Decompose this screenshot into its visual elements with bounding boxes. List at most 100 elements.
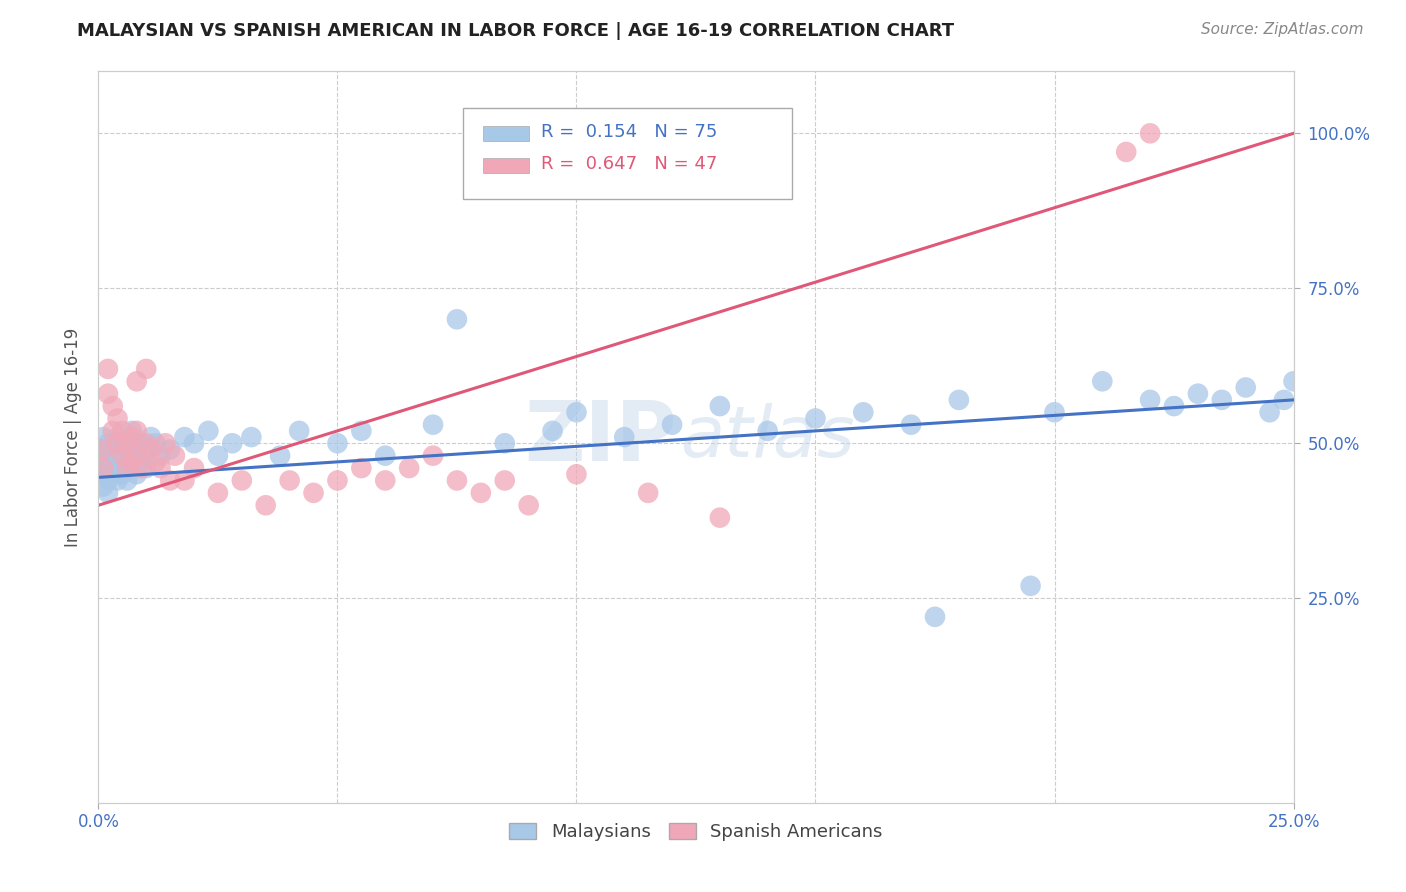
Point <box>852 405 875 419</box>
FancyBboxPatch shape <box>463 108 792 200</box>
Point <box>221 436 243 450</box>
Point <box>125 467 148 482</box>
Point <box>254 498 277 512</box>
Text: R =  0.154   N = 75: R = 0.154 N = 75 <box>541 123 717 141</box>
Point <box>517 498 540 512</box>
Point <box>107 442 129 457</box>
Point <box>541 424 564 438</box>
Point <box>240 430 263 444</box>
Point <box>1258 405 1281 419</box>
Point <box>121 436 143 450</box>
Point <box>197 424 219 438</box>
Point <box>661 417 683 432</box>
Text: atlas: atlas <box>681 402 855 472</box>
Point <box>149 449 172 463</box>
Point <box>107 411 129 425</box>
Text: MALAYSIAN VS SPANISH AMERICAN IN LABOR FORCE | AGE 16-19 CORRELATION CHART: MALAYSIAN VS SPANISH AMERICAN IN LABOR F… <box>77 22 955 40</box>
Point <box>1139 126 1161 140</box>
Point <box>111 461 134 475</box>
Point <box>91 430 114 444</box>
Point <box>637 486 659 500</box>
Point <box>91 461 114 475</box>
Point <box>107 474 129 488</box>
Point <box>91 467 114 482</box>
Point <box>1043 405 1066 419</box>
Point <box>756 424 779 438</box>
Point <box>207 486 229 500</box>
Point <box>111 467 134 482</box>
Point <box>97 474 120 488</box>
Point <box>135 362 157 376</box>
Point <box>97 436 120 450</box>
Point <box>1282 374 1305 388</box>
FancyBboxPatch shape <box>484 159 529 173</box>
Point <box>111 449 134 463</box>
Point <box>145 455 167 469</box>
Point <box>97 461 120 475</box>
Point <box>1115 145 1137 159</box>
Point <box>107 455 129 469</box>
Point <box>1272 392 1295 407</box>
Point <box>326 436 349 450</box>
Point <box>145 436 167 450</box>
Point <box>115 442 138 457</box>
Point <box>1163 399 1185 413</box>
Point <box>101 461 124 475</box>
Point <box>183 461 205 475</box>
Point <box>374 449 396 463</box>
Point <box>269 449 291 463</box>
Point <box>101 424 124 438</box>
Point <box>183 436 205 450</box>
Point <box>115 474 138 488</box>
Point <box>278 474 301 488</box>
Point <box>924 610 946 624</box>
Point <box>159 442 181 457</box>
Point <box>97 362 120 376</box>
Legend: Malaysians, Spanish Americans: Malaysians, Spanish Americans <box>502 816 890 848</box>
Point <box>131 436 153 450</box>
Point <box>139 442 162 457</box>
Point <box>107 430 129 444</box>
Point <box>97 449 120 463</box>
Point <box>1019 579 1042 593</box>
Point <box>101 455 124 469</box>
Point <box>131 455 153 469</box>
Point <box>97 386 120 401</box>
Point <box>374 474 396 488</box>
Point <box>121 455 143 469</box>
Point <box>900 417 922 432</box>
Point <box>125 449 148 463</box>
Text: ZIP: ZIP <box>524 397 676 477</box>
Point <box>159 474 181 488</box>
Point <box>115 455 138 469</box>
Point <box>494 474 516 488</box>
Y-axis label: In Labor Force | Age 16-19: In Labor Force | Age 16-19 <box>65 327 83 547</box>
Point <box>135 442 157 457</box>
Text: Source: ZipAtlas.com: Source: ZipAtlas.com <box>1201 22 1364 37</box>
FancyBboxPatch shape <box>484 127 529 141</box>
Point <box>326 474 349 488</box>
Point <box>131 461 153 475</box>
Point <box>125 374 148 388</box>
Point <box>446 312 468 326</box>
Point <box>125 449 148 463</box>
Point <box>121 455 143 469</box>
Point <box>948 392 970 407</box>
Point <box>173 430 195 444</box>
Point <box>163 449 186 463</box>
Point <box>1211 392 1233 407</box>
Point <box>565 405 588 419</box>
Point <box>155 436 177 450</box>
Point <box>115 436 138 450</box>
Point <box>91 442 114 457</box>
Point <box>350 461 373 475</box>
Point <box>101 399 124 413</box>
Point <box>207 449 229 463</box>
Point <box>121 424 143 438</box>
Point <box>173 474 195 488</box>
Point <box>111 424 134 438</box>
Point <box>121 430 143 444</box>
Point <box>288 424 311 438</box>
Point <box>135 461 157 475</box>
Point <box>149 461 172 475</box>
